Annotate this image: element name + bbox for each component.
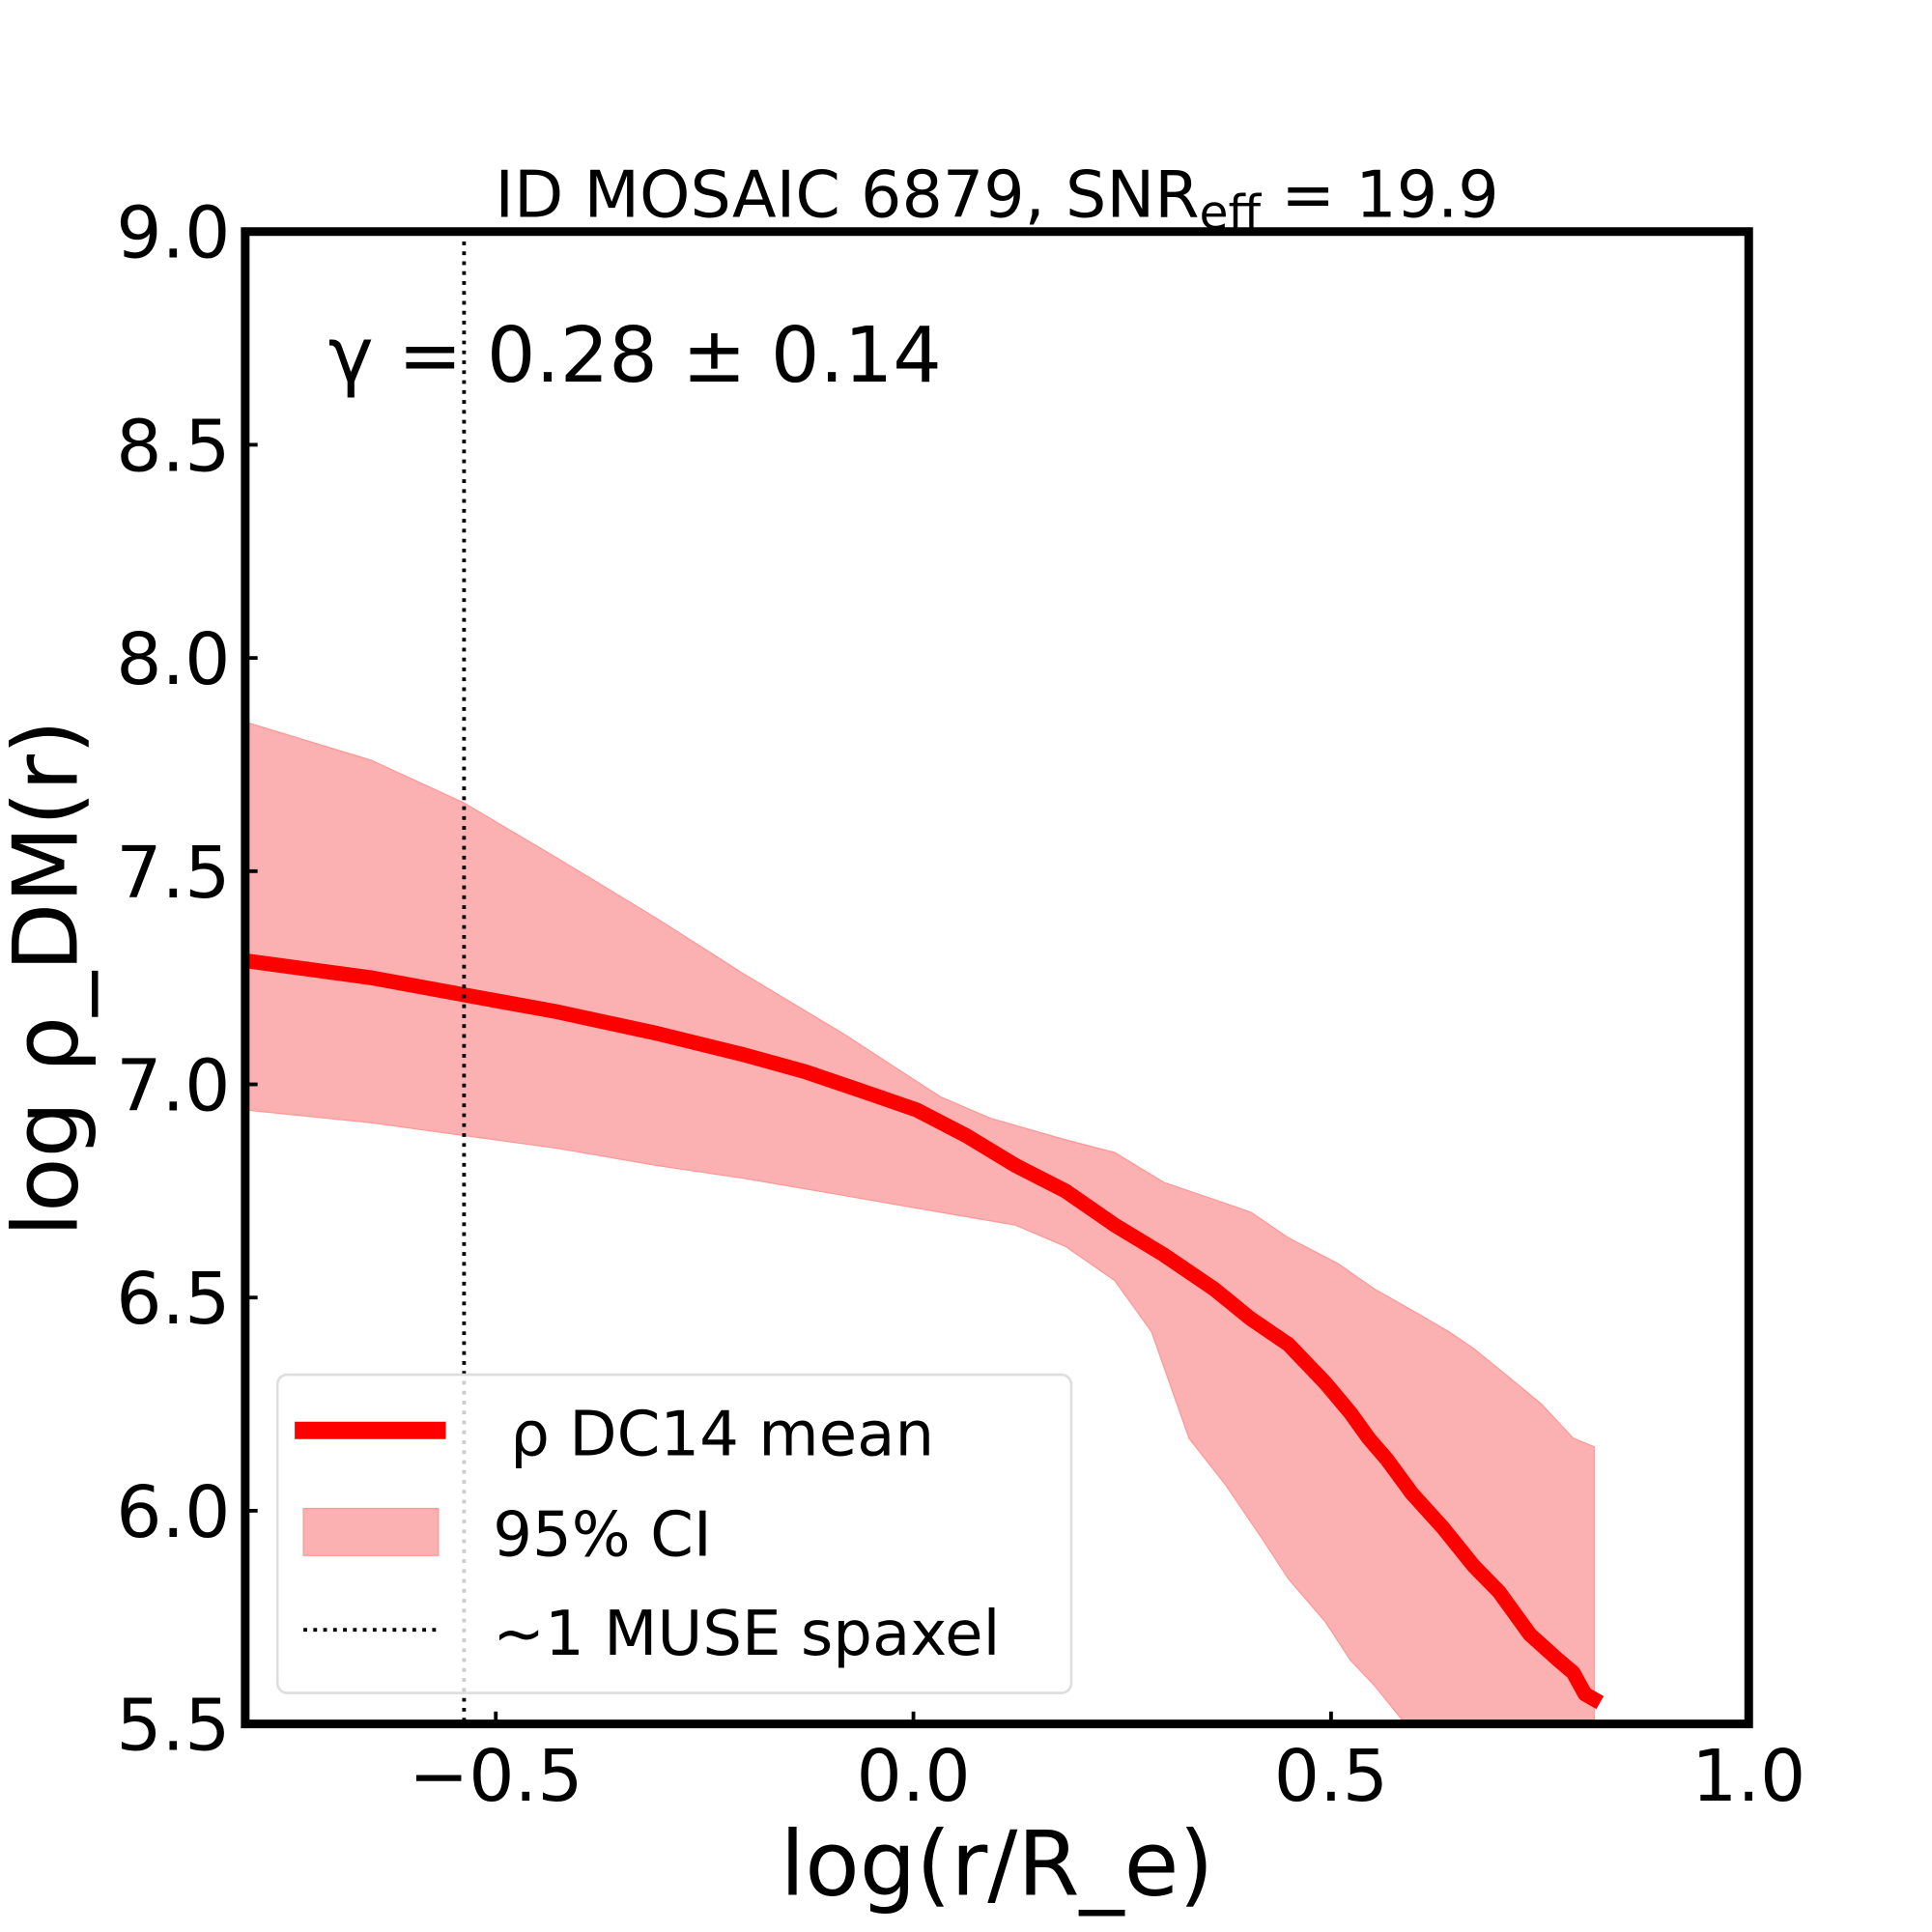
- legend: ρ DC14 mean 95% CI ~1 MUSE spaxel: [275, 1373, 1073, 1694]
- y-tick-label: 7.0: [116, 1043, 230, 1127]
- y-tick-label: 8.5: [116, 404, 230, 488]
- x-tick-label: 0.0: [856, 1734, 970, 1818]
- y-tick-label: 6.5: [116, 1257, 230, 1341]
- ci-band: [244, 721, 1595, 1725]
- chart-title: ID MOSAIC 6879, SNReff = 19.9: [495, 156, 1498, 241]
- y-tick-label: 8.0: [116, 617, 230, 701]
- x-axis-label: log(r/R_e): [781, 1812, 1214, 1917]
- mean-line: [243, 952, 1605, 1710]
- legend-ci-label: 95% CI: [493, 1499, 712, 1571]
- y-tick-label: 7.5: [116, 831, 230, 915]
- x-tick-label: −0.5: [409, 1734, 583, 1818]
- legend-ci-swatch: [302, 1507, 440, 1556]
- legend-spaxel-label: ~1 MUSE spaxel: [493, 1599, 1000, 1670]
- legend-mean-label: ρ DC14 mean: [510, 1399, 934, 1470]
- y-tick-label: 5.5: [116, 1684, 230, 1768]
- x-tick-label: 1.0: [1691, 1734, 1805, 1818]
- y-tick-label: 6.0: [116, 1470, 230, 1554]
- y-axis-label: log ρ_DM(r): [0, 720, 98, 1236]
- gamma-annotation: γ = 0.28 ± 0.14: [328, 310, 942, 400]
- y-tick-label: 9.0: [116, 191, 230, 275]
- axes-frame: [241, 227, 1753, 1729]
- x-tick-label: 0.5: [1274, 1734, 1388, 1818]
